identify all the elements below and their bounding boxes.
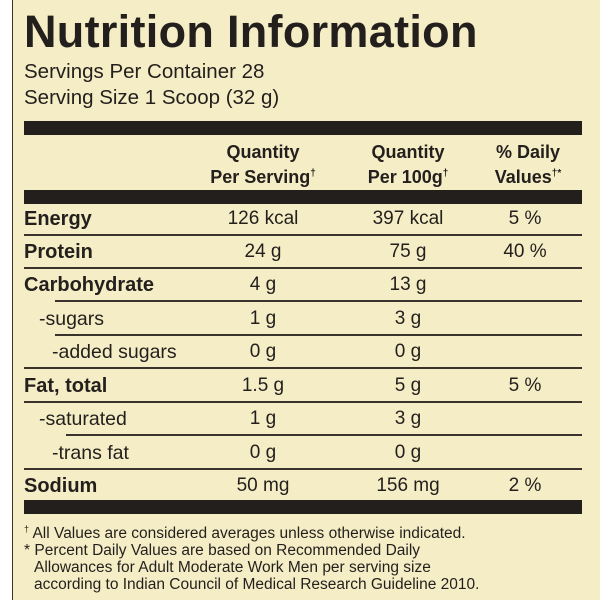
header-per-serving: Quantity Per Serving† [193,141,333,188]
nutrient-label: Sodium [24,475,98,497]
header-daily-line2: Values [494,167,552,187]
header-per-100g-line2: Per 100g [367,167,443,187]
value-daily-percent: 5 % [508,208,542,229]
header-per-100g: Quantity Per 100g† [350,141,466,188]
table-row: -trans fat 0 g 0 g [24,437,582,470]
value-per-serving: 24 g [244,241,282,262]
footnote-text: Allowances for Adult Moderate Work Men p… [34,559,431,577]
footnote-text: Percent Daily Values are based on Recomm… [34,542,421,560]
value-per-serving: 1.5 g [241,375,285,396]
footnote-text: All Values are considered averages unles… [32,525,466,543]
value-per-100g: 3 g [394,308,422,329]
header-per-serving-line2: Per Serving [210,167,311,187]
nutrient-label: -saturated [39,408,127,430]
row-divider [66,434,582,436]
row-divider [55,334,582,336]
value-daily-percent: 40 % [503,241,547,262]
footnote-mark: † [24,524,30,534]
value-daily-percent: 2 % [508,475,542,496]
value-per-serving: 1 g [249,408,277,429]
nutrient-label: Protein [24,241,93,263]
nutrient-label: Fat, total [24,375,108,397]
value-per-100g: 0 g [394,442,422,463]
value-per-100g: 397 kcal [372,208,444,229]
nutrient-label: Carbohydrate [24,274,155,296]
table-row: Carbohydrate 4 g 13 g [24,269,582,302]
value-per-serving: 126 kcal [227,208,299,229]
value-per-100g: 13 g [389,274,427,295]
footnotes: † All Values are considered averages unl… [24,521,479,593]
table-row: Fat, total 1.5 g 5 g 5 % [24,370,582,403]
footnote-mark: * [24,542,31,560]
nutrient-label: -trans fat [52,442,129,464]
row-divider [55,300,582,302]
value-per-100g: 156 mg [376,475,440,496]
divider-bar-top [24,121,582,135]
table-row: Protein 24 g 75 g 40 % [24,236,582,269]
value-per-serving: 0 g [249,442,277,463]
header-per-100g-line1: Quantity [371,142,445,162]
footnote-text: according to Indian Council of Medical R… [34,576,480,594]
value-daily-percent: 5 % [508,375,542,396]
row-divider [24,468,582,470]
table-row: -sugars 1 g 3 g [24,303,582,336]
table-row: Sodium 50 mg 156 mg 2 % [24,470,582,503]
dagger-star-mark: †* [551,168,562,179]
row-divider [24,267,582,269]
header-per-serving-line1: Quantity [226,142,300,162]
value-per-100g: 5 g [394,375,422,396]
footnote: Allowances for Adult Moderate Work Men p… [24,559,479,576]
nutrient-label: -added sugars [52,341,177,363]
value-per-serving: 4 g [249,274,277,295]
value-per-serving: 50 mg [236,475,290,496]
footnote: † All Values are considered averages unl… [24,521,479,542]
table-row: Energy 126 kcal 397 kcal 5 % [24,203,582,236]
row-divider [24,234,582,236]
header-daily-line1: % Daily [495,142,561,162]
dagger-mark: † [442,168,449,179]
dagger-mark: † [310,168,316,179]
serving-size: Serving Size 1 Scoop (32 g) [24,86,280,109]
row-divider [24,367,582,369]
value-per-100g: 0 g [394,341,422,362]
servings-per-container: Servings Per Container 28 [24,60,265,83]
value-per-serving: 1 g [249,308,277,329]
divider-bar-header [24,190,582,204]
table-row: -added sugars 0 g 0 g [24,336,582,369]
nutrient-label: Energy [24,208,92,230]
nutrient-label: -sugars [39,308,105,330]
row-divider [24,401,582,403]
footnote: according to Indian Council of Medical R… [24,576,479,593]
value-per-100g: 3 g [394,408,422,429]
footnote: * Percent Daily Values are based on Reco… [24,542,479,559]
header-daily-values: % Daily Values†* [478,141,578,188]
value-per-serving: 0 g [249,341,277,362]
label-title: Nutrition Information [24,6,478,57]
table-row: -saturated 1 g 3 g [24,403,582,436]
divider-bar-bottom [24,500,582,514]
value-per-100g: 75 g [389,241,427,262]
